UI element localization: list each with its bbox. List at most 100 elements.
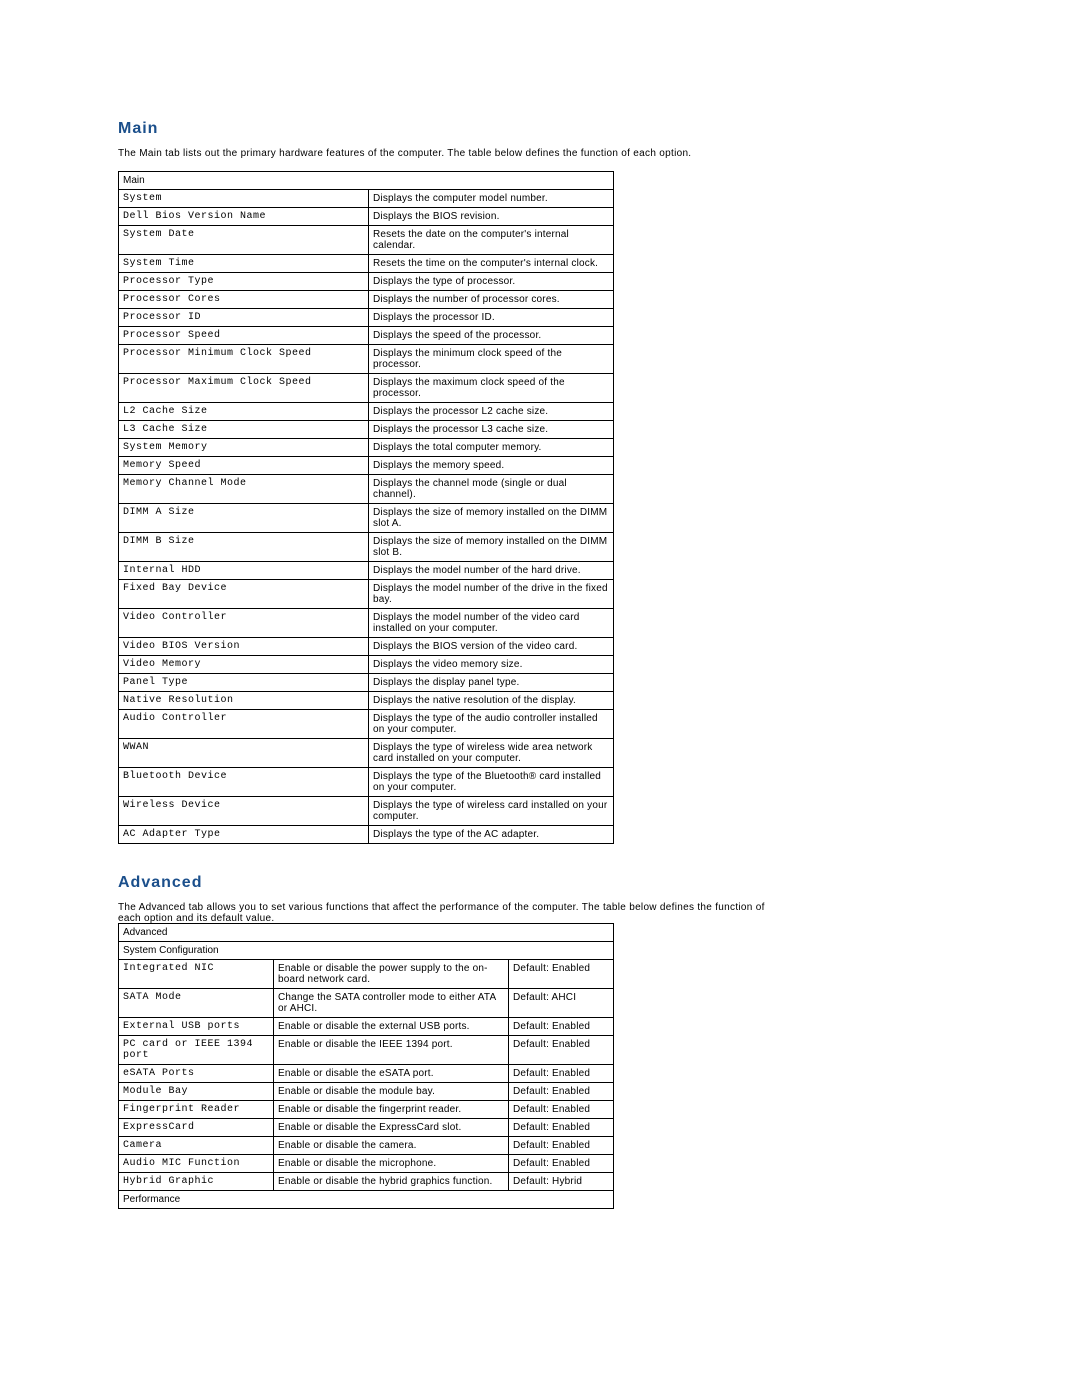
option-default: Default: Enabled — [509, 1065, 614, 1083]
option-label: Fixed Bay Device — [119, 580, 369, 609]
option-desc: Displays the type of the Bluetooth® card… — [369, 768, 614, 797]
option-desc: Displays the number of processor cores. — [369, 291, 614, 309]
option-label: Video Controller — [119, 609, 369, 638]
option-label: Video BIOS Version — [119, 638, 369, 656]
table-row: PC card or IEEE 1394 portEnable or disab… — [119, 1036, 614, 1065]
option-desc: Displays the type of wireless wide area … — [369, 739, 614, 768]
table-row: Processor Minimum Clock SpeedDisplays th… — [119, 345, 614, 374]
table-row: Bluetooth DeviceDisplays the type of the… — [119, 768, 614, 797]
group-header: System Configuration — [119, 942, 614, 960]
option-label: Wireless Device — [119, 797, 369, 826]
table-row: WWANDisplays the type of wireless wide a… — [119, 739, 614, 768]
table-row: CameraEnable or disable the camera.Defau… — [119, 1137, 614, 1155]
option-label: DIMM B Size — [119, 533, 369, 562]
option-label: Integrated NIC — [119, 960, 274, 989]
table-row: Fingerprint ReaderEnable or disable the … — [119, 1101, 614, 1119]
table-row: Dell Bios Version NameDisplays the BIOS … — [119, 208, 614, 226]
table-row: Memory SpeedDisplays the memory speed. — [119, 457, 614, 475]
option-label: L3 Cache Size — [119, 421, 369, 439]
table-row: L2 Cache SizeDisplays the processor L2 c… — [119, 403, 614, 421]
option-desc: Displays the processor L3 cache size. — [369, 421, 614, 439]
main-heading: Main — [118, 120, 780, 138]
option-label: Fingerprint Reader — [119, 1101, 274, 1119]
table-row: DIMM A SizeDisplays the size of memory i… — [119, 504, 614, 533]
table-row: Video ControllerDisplays the model numbe… — [119, 609, 614, 638]
option-label: Memory Speed — [119, 457, 369, 475]
option-label: System — [119, 190, 369, 208]
table-row: Module BayEnable or disable the module b… — [119, 1083, 614, 1101]
advanced-intro: The Advanced tab allows you to set vario… — [118, 902, 780, 924]
option-default: Default: Hybrid — [509, 1173, 614, 1191]
option-label: DIMM A Size — [119, 504, 369, 533]
table-row: SATA ModeChange the SATA controller mode… — [119, 989, 614, 1018]
option-desc: Enable or disable the module bay. — [274, 1083, 509, 1101]
option-desc: Resets the date on the computer's intern… — [369, 226, 614, 255]
advanced-heading: Advanced — [118, 874, 780, 892]
option-label: eSATA Ports — [119, 1065, 274, 1083]
option-label: ExpressCard — [119, 1119, 274, 1137]
table-row: Hybrid GraphicEnable or disable the hybr… — [119, 1173, 614, 1191]
option-label: Audio Controller — [119, 710, 369, 739]
table-row: Fixed Bay DeviceDisplays the model numbe… — [119, 580, 614, 609]
table-row: Processor TypeDisplays the type of proce… — [119, 273, 614, 291]
option-label: Processor ID — [119, 309, 369, 327]
table-row: Integrated NICEnable or disable the powe… — [119, 960, 614, 989]
option-desc: Displays the type of the audio controlle… — [369, 710, 614, 739]
table-row: Audio ControllerDisplays the type of the… — [119, 710, 614, 739]
option-desc: Displays the minimum clock speed of the … — [369, 345, 614, 374]
option-label: Video Memory — [119, 656, 369, 674]
option-desc: Displays the model number of the hard dr… — [369, 562, 614, 580]
option-desc: Displays the type of processor. — [369, 273, 614, 291]
group-header: Performance — [119, 1191, 614, 1209]
table-row: SystemDisplays the computer model number… — [119, 190, 614, 208]
option-label: Camera — [119, 1137, 274, 1155]
option-default: Default: Enabled — [509, 1101, 614, 1119]
option-label: Internal HDD — [119, 562, 369, 580]
option-desc: Displays the total computer memory. — [369, 439, 614, 457]
option-desc: Displays the native resolution of the di… — [369, 692, 614, 710]
table-row: Processor SpeedDisplays the speed of the… — [119, 327, 614, 345]
page: Main The Main tab lists out the primary … — [0, 0, 840, 1209]
table-row: Memory Channel ModeDisplays the channel … — [119, 475, 614, 504]
option-label: SATA Mode — [119, 989, 274, 1018]
table-row: External USB portsEnable or disable the … — [119, 1018, 614, 1036]
option-desc: Enable or disable the camera. — [274, 1137, 509, 1155]
advanced-table-header: Advanced — [119, 924, 614, 942]
option-label: Memory Channel Mode — [119, 475, 369, 504]
table-row: eSATA PortsEnable or disable the eSATA p… — [119, 1065, 614, 1083]
option-label: AC Adapter Type — [119, 826, 369, 844]
option-desc: Displays the type of the AC adapter. — [369, 826, 614, 844]
option-label: Processor Type — [119, 273, 369, 291]
option-default: Default: Enabled — [509, 1036, 614, 1065]
option-desc: Displays the model number of the drive i… — [369, 580, 614, 609]
table-row: Video BIOS VersionDisplays the BIOS vers… — [119, 638, 614, 656]
option-default: Default: Enabled — [509, 1137, 614, 1155]
option-label: Bluetooth Device — [119, 768, 369, 797]
option-label: WWAN — [119, 739, 369, 768]
option-label: Module Bay — [119, 1083, 274, 1101]
option-default: Default: Enabled — [509, 1155, 614, 1173]
option-desc: Enable or disable the IEEE 1394 port. — [274, 1036, 509, 1065]
option-desc: Displays the type of wireless card insta… — [369, 797, 614, 826]
option-desc: Displays the maximum clock speed of the … — [369, 374, 614, 403]
option-desc: Displays the display panel type. — [369, 674, 614, 692]
option-label: System Date — [119, 226, 369, 255]
option-desc: Enable or disable the fingerprint reader… — [274, 1101, 509, 1119]
option-label: Panel Type — [119, 674, 369, 692]
option-default: Default: Enabled — [509, 960, 614, 989]
table-row: Audio MIC FunctionEnable or disable the … — [119, 1155, 614, 1173]
option-desc: Displays the size of memory installed on… — [369, 533, 614, 562]
main-table-header: Main — [119, 172, 614, 190]
option-desc: Enable or disable the power supply to th… — [274, 960, 509, 989]
table-row: ExpressCardEnable or disable the Express… — [119, 1119, 614, 1137]
option-desc: Enable or disable the microphone. — [274, 1155, 509, 1173]
option-desc: Displays the processor ID. — [369, 309, 614, 327]
option-desc: Displays the size of memory installed on… — [369, 504, 614, 533]
option-desc: Displays the model number of the video c… — [369, 609, 614, 638]
option-desc: Enable or disable the hybrid graphics fu… — [274, 1173, 509, 1191]
option-label: Native Resolution — [119, 692, 369, 710]
table-row: DIMM B SizeDisplays the size of memory i… — [119, 533, 614, 562]
option-desc: Displays the BIOS revision. — [369, 208, 614, 226]
option-label: External USB ports — [119, 1018, 274, 1036]
table-row: L3 Cache SizeDisplays the processor L3 c… — [119, 421, 614, 439]
